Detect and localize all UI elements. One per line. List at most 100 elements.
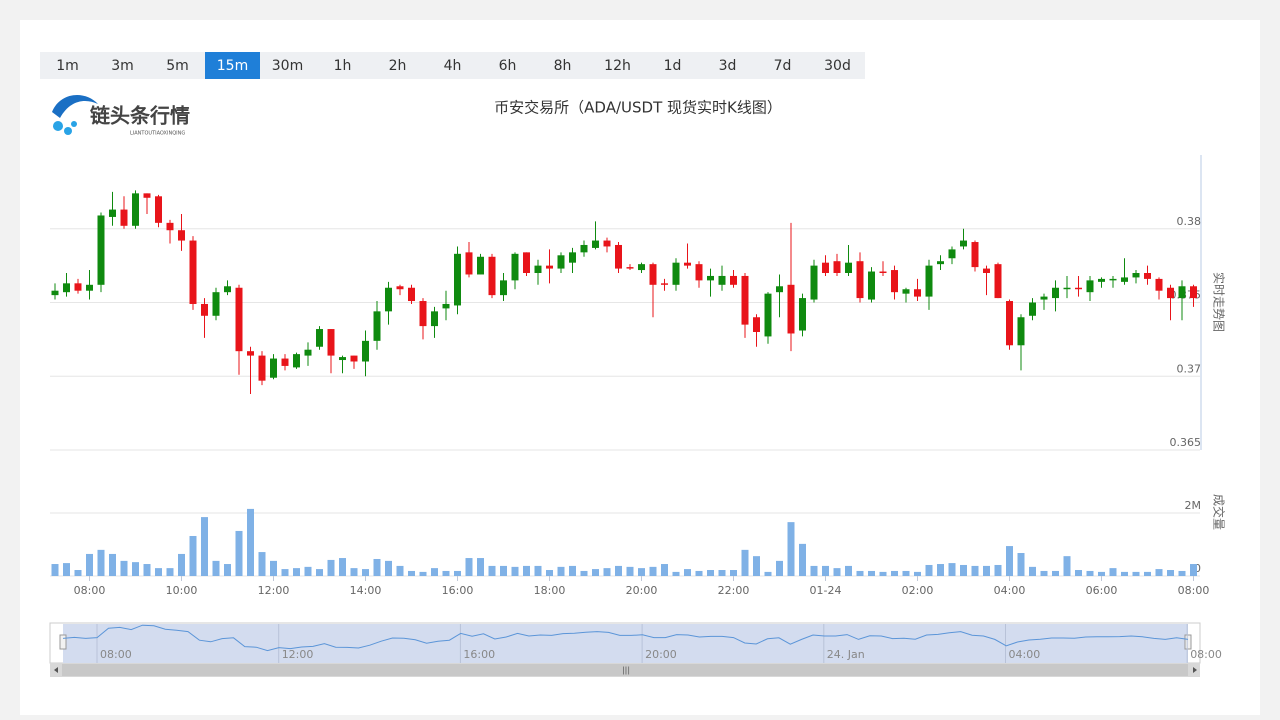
volume-bar — [1063, 556, 1071, 576]
volume-bar — [155, 568, 162, 576]
navigator-label: 08:00 — [100, 648, 132, 661]
volume-bar — [304, 566, 312, 576]
volume-bar — [339, 558, 346, 576]
scroll-grip: ||| — [622, 666, 630, 675]
navigator-handle[interactable] — [59, 634, 67, 650]
candle-body — [856, 261, 864, 299]
candle-body — [1006, 301, 1013, 346]
candle-body — [649, 264, 657, 285]
logo: 链头条行情 LIANTOUTIAOXINQING — [52, 94, 190, 137]
candle-body — [902, 289, 910, 294]
volume-bar — [741, 549, 749, 576]
volume-bar — [695, 570, 703, 576]
volume-bar — [638, 568, 645, 576]
volume-bar — [707, 570, 714, 576]
interval-tab[interactable]: 12h — [590, 52, 645, 79]
candle-body — [810, 265, 818, 300]
volume-bar — [879, 571, 887, 576]
candle-body — [592, 240, 599, 248]
interval-tab[interactable]: 6h — [480, 52, 535, 79]
interval-tab[interactable]: 30d — [810, 52, 865, 79]
candle-body — [132, 193, 139, 226]
volume-bar — [189, 535, 197, 576]
interval-tab[interactable]: 1d — [645, 52, 700, 79]
interval-tab[interactable]: 7d — [755, 52, 810, 79]
x-tick-label: 12:00 — [258, 584, 290, 597]
candle-body — [1109, 278, 1117, 281]
interval-tab[interactable]: 30m — [260, 52, 315, 79]
volume-bar — [569, 565, 576, 576]
volume-bar — [1017, 553, 1025, 576]
logo-dot — [64, 127, 72, 135]
interval-tab[interactable]: 1m — [40, 52, 95, 79]
candle-body — [74, 283, 82, 291]
candle-body — [442, 303, 450, 309]
candle-body — [258, 355, 266, 381]
interval-tab[interactable]: 3d — [700, 52, 755, 79]
candle-body — [1086, 280, 1094, 293]
volume-bar — [1155, 569, 1163, 576]
candle-body — [293, 354, 300, 368]
volume-bar — [201, 517, 208, 576]
interval-tab[interactable]: 4h — [425, 52, 480, 79]
y-tick-label: 2M — [1185, 499, 1202, 512]
volume-bar — [1132, 571, 1140, 576]
candle-body — [684, 262, 691, 266]
navigator-handle[interactable] — [1184, 634, 1192, 650]
volume-bar — [143, 564, 151, 576]
volume-bar — [661, 564, 668, 576]
volume-bar — [442, 570, 450, 576]
volume-bar — [258, 552, 266, 576]
volume-bar — [419, 571, 427, 576]
volume-bar — [1178, 570, 1186, 576]
interval-tab[interactable]: 2h — [370, 52, 425, 79]
interval-tab[interactable]: 8h — [535, 52, 590, 79]
volume-bar — [914, 571, 921, 576]
x-tick-label: 14:00 — [350, 584, 382, 597]
chart-title: 币安交易所（ADA/USDT 现货实时K线图） — [494, 99, 782, 117]
candle-body — [304, 349, 312, 356]
volume-bar — [1075, 570, 1082, 576]
candle-body — [408, 287, 415, 302]
candle-body — [1178, 286, 1186, 299]
y-tick-label: 0.365 — [1170, 436, 1202, 449]
volume-bar — [1109, 568, 1117, 576]
volume-bar — [431, 568, 438, 576]
interval-tab[interactable]: 1h — [315, 52, 370, 79]
volume-bar — [212, 560, 220, 576]
volume-bar — [764, 571, 772, 576]
volume-bar — [971, 565, 979, 576]
x-tick-label: 02:00 — [902, 584, 934, 597]
navigator-selection — [63, 624, 1188, 663]
scrollbar-thumb[interactable] — [62, 664, 1188, 676]
volume-bar — [178, 553, 185, 576]
candle-body — [1075, 287, 1082, 290]
volume-bar — [546, 570, 553, 576]
volume-bar — [753, 556, 760, 576]
volume-bar — [684, 569, 691, 576]
candle-body — [281, 358, 289, 366]
candle-body — [362, 340, 369, 362]
candle-body — [626, 267, 634, 269]
interval-tab[interactable]: 3m — [95, 52, 150, 79]
candle-body — [224, 286, 231, 293]
volume-bar — [1144, 571, 1151, 576]
volume-bar — [500, 565, 507, 576]
volume-bar — [385, 560, 392, 576]
volume-bar — [477, 558, 484, 576]
candle-body — [155, 196, 162, 223]
logo-subtitle: LIANTOUTIAOXINQING — [130, 131, 185, 137]
volume-bar — [1167, 570, 1174, 576]
interval-tab[interactable]: 5m — [150, 52, 205, 79]
interval-tabs: 1m 3m 5m 15m 30m 1h 2h 4h 6h 8h 12h 1d 3d 7d 30d — [40, 52, 865, 79]
candle-body — [109, 209, 116, 217]
candle-body — [1017, 317, 1025, 346]
volume-bar — [718, 570, 726, 576]
candle-body — [212, 292, 220, 316]
logo-dot — [71, 121, 77, 127]
candle-body — [523, 252, 530, 273]
interval-tab[interactable]: 15m — [205, 52, 260, 79]
volume-bar — [362, 569, 369, 576]
candle-body — [1167, 287, 1174, 299]
